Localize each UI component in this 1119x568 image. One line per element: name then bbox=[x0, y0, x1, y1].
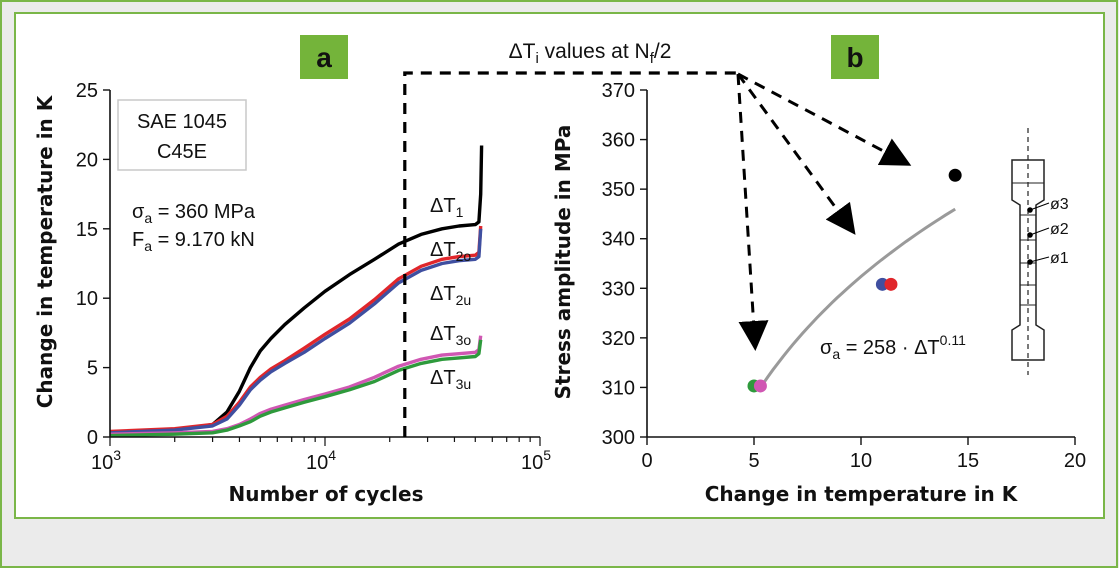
header-mid: values at N bbox=[539, 40, 650, 63]
chart-b-y-tick-label: 330 bbox=[602, 278, 635, 300]
chart-b-y-tick-label: 310 bbox=[602, 377, 635, 399]
chart-b: 300 310 320 330 340 350 360 370 0 5 10 15 20 Change … bbox=[551, 80, 1086, 506]
chart-a-x-tick-label: 103 bbox=[91, 447, 121, 474]
nf2-connectors bbox=[403, 71, 912, 437]
chart-a-x-tick-label: 105 bbox=[521, 447, 551, 474]
specimen-label-3: ø3 bbox=[1050, 196, 1069, 213]
sigma-value: = 360 MPa bbox=[152, 201, 256, 223]
chart-b-y-tick-label: 370 bbox=[602, 80, 635, 102]
chart-a-xlabel: Number of cycles bbox=[229, 482, 424, 506]
chart-b-fit-curve bbox=[757, 207, 956, 392]
material-line2: C45E bbox=[157, 141, 207, 163]
chart-a-y-tick-label: 20 bbox=[76, 149, 98, 171]
chart-b-x-tick-label: 10 bbox=[850, 450, 872, 472]
force-text: Fa = 9.170 kN bbox=[132, 229, 255, 254]
fit-curve bbox=[757, 207, 956, 392]
chart-b-axes bbox=[640, 89, 1076, 445]
chart-a-y-tick-label: 0 bbox=[87, 427, 98, 449]
label-dt2u: ΔT2u bbox=[430, 283, 471, 308]
chart-b-y-tick-label: 300 bbox=[602, 427, 635, 449]
chart-a-y-tick-label: 15 bbox=[76, 219, 98, 241]
chart-a-ylabel: Change in temperature in K bbox=[33, 94, 57, 408]
badge-b bbox=[831, 35, 879, 79]
badge-b-label: b bbox=[846, 42, 863, 73]
arrow-to-dt2 bbox=[736, 73, 856, 235]
arrow-to-dt1 bbox=[737, 72, 912, 166]
chart-b-xlabel: Change in temperature in K bbox=[705, 482, 1019, 506]
leader-line bbox=[1029, 256, 1050, 263]
scatter-point-magenta bbox=[753, 379, 767, 393]
badge-a-label: a bbox=[316, 42, 332, 73]
chart-a-x-tick-label: 104 bbox=[306, 447, 336, 474]
header-text: ΔTi values at Nf/2 bbox=[509, 40, 672, 67]
nf2-dashed-line bbox=[403, 71, 738, 437]
chart-b-ylabel: Stress amplitude in MPa bbox=[551, 125, 575, 400]
series-line-black bbox=[109, 145, 484, 435]
chart-a-tick-labels: 0 5 10 15 20 25 103 104 105 bbox=[76, 80, 551, 474]
force-symbol: F bbox=[132, 229, 144, 251]
sigma-sub: a bbox=[144, 210, 152, 226]
chart-a-axes bbox=[103, 89, 541, 446]
header-sub-i: i bbox=[535, 50, 538, 67]
header-sub-f: f bbox=[650, 50, 655, 67]
chart-a-y-tick-label: 5 bbox=[87, 358, 98, 380]
header-tail: /2 bbox=[654, 40, 672, 63]
badge-a bbox=[300, 35, 348, 79]
chart-a-y-tick-label: 10 bbox=[76, 288, 98, 310]
specimen-sketch: ø3 ø2 ø1 bbox=[1011, 128, 1069, 375]
sigma-text: σa = 360 MPa bbox=[132, 201, 256, 226]
scatter-point-red bbox=[884, 277, 898, 291]
sigma-symbol: σ bbox=[132, 201, 145, 223]
force-value: = 9.170 kN bbox=[152, 229, 255, 251]
chart-b-y-tick-label: 320 bbox=[602, 328, 635, 350]
chart-a-y-tick-label: 25 bbox=[76, 80, 98, 102]
chart-a: 0 5 10 15 20 25 103 104 105 Number of cycles Cha… bbox=[33, 80, 551, 506]
material-box bbox=[117, 99, 247, 171]
leader-line bbox=[1029, 227, 1050, 236]
chart-b-points bbox=[747, 168, 962, 393]
specimen-outline bbox=[1011, 159, 1045, 361]
series-line-blue bbox=[109, 228, 483, 435]
header-delta-t: ΔT bbox=[509, 40, 536, 63]
specimen-label-1: ø1 bbox=[1050, 250, 1069, 267]
label-dt2o: ΔT2o bbox=[430, 239, 471, 264]
chart-b-x-tick-label: 5 bbox=[748, 450, 759, 472]
specimen-label-2: ø2 bbox=[1050, 221, 1069, 238]
force-sub: a bbox=[144, 238, 152, 254]
series-line-red bbox=[109, 225, 483, 434]
chart-a-series bbox=[109, 145, 484, 438]
scatter-point-black bbox=[948, 168, 962, 182]
arrow-to-dt3 bbox=[736, 73, 769, 351]
chart-b-y-tick-label: 350 bbox=[602, 179, 635, 201]
series-line-green bbox=[109, 339, 483, 438]
leader-line bbox=[1029, 202, 1050, 211]
label-dt3o: ΔT3o bbox=[430, 323, 471, 348]
label-dt3u: ΔT3u bbox=[430, 367, 471, 392]
chart-b-tick-labels: 300 310 320 330 340 350 360 370 0 5 10 15 20 bbox=[602, 80, 1087, 472]
chart-b-x-tick-label: 0 bbox=[641, 450, 652, 472]
material-line1: SAE 1045 bbox=[137, 111, 227, 133]
chart-b-y-tick-label: 360 bbox=[602, 130, 635, 152]
label-dt1: ΔT1 bbox=[430, 195, 464, 220]
chart-b-x-tick-label: 20 bbox=[1064, 450, 1086, 472]
fit-equation: σa = 258 · ΔT0.11 bbox=[820, 332, 966, 362]
chart-b-y-tick-label: 340 bbox=[602, 229, 635, 251]
chart-b-x-tick-label: 15 bbox=[957, 450, 979, 472]
